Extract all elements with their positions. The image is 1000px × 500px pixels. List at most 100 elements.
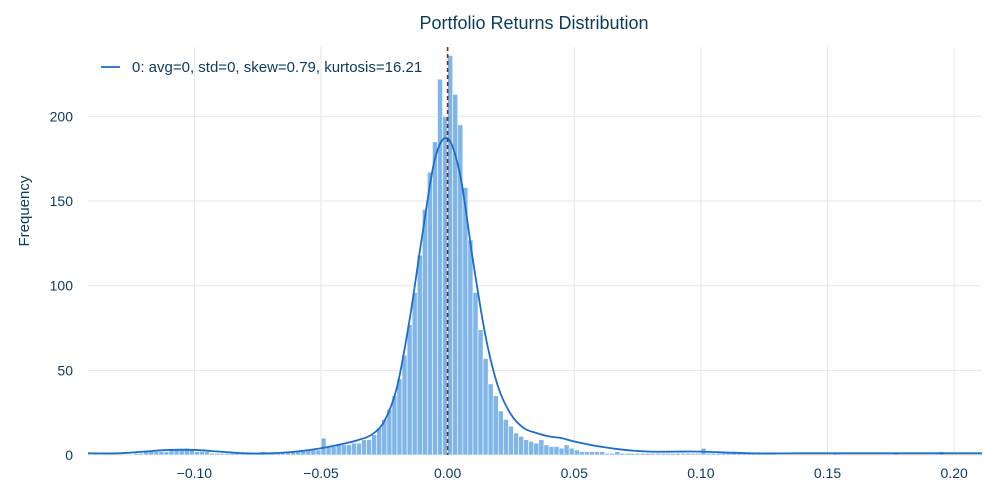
histogram-bar	[720, 453, 727, 456]
histogram-bar	[204, 451, 210, 456]
histogram-bar	[214, 453, 220, 456]
histogram-bar	[644, 453, 651, 456]
histogram-bar	[396, 378, 403, 456]
histogram-bar	[533, 442, 540, 456]
histogram-bar	[589, 451, 595, 456]
histogram-bar	[447, 55, 453, 456]
histogram-bar	[584, 451, 590, 456]
histogram-bar	[335, 444, 342, 456]
histogram-bar	[467, 239, 474, 456]
histogram-bar	[619, 453, 626, 456]
kde-curve	[87, 136, 982, 455]
histogram-bar	[346, 444, 352, 456]
histogram-bar	[503, 419, 509, 456]
y-tick-label: 200	[50, 108, 74, 124]
histogram-bar	[528, 441, 535, 456]
histogram-bar	[158, 451, 165, 456]
histogram-bar	[665, 453, 671, 456]
histogram-bar	[356, 442, 362, 456]
histogram-bar	[376, 427, 383, 456]
histogram-bar	[649, 453, 656, 456]
histogram-bar	[462, 187, 469, 456]
histogram-bar	[163, 451, 170, 456]
histogram-bar	[543, 444, 550, 456]
histogram-bar	[173, 449, 180, 456]
histogram-bar	[568, 447, 575, 456]
histogram-bar	[629, 453, 636, 456]
histogram-bar	[178, 449, 185, 456]
histogram-bar	[330, 446, 337, 456]
histogram-bar	[351, 442, 357, 456]
histogram-bar	[422, 209, 428, 456]
histogram-bar	[224, 453, 231, 456]
histogram-bar	[594, 451, 600, 456]
x-tick-label: 0.15	[814, 465, 841, 481]
y-tick-label: 150	[50, 193, 74, 209]
histogram-bar	[406, 324, 413, 456]
histogram-bar	[538, 439, 545, 456]
y-tick-label: 0	[65, 447, 73, 463]
histogram-bar	[670, 453, 676, 456]
histogram-bar	[513, 432, 519, 456]
histogram-bar	[548, 446, 555, 456]
x-tick-label: 0.20	[941, 465, 968, 481]
histogram-bar	[194, 451, 200, 456]
histogram-bar	[614, 451, 621, 456]
histogram-bar	[518, 436, 524, 456]
histogram-bar	[553, 446, 560, 456]
histogram-bar	[427, 171, 433, 456]
y-tick-label: 50	[57, 362, 73, 378]
histogram-bar	[685, 453, 692, 456]
histogram-bar	[695, 453, 702, 456]
histogram-bar	[609, 453, 616, 456]
histogram-bar	[492, 395, 499, 456]
histogram-bar	[416, 254, 423, 456]
histogram-bar	[361, 439, 367, 456]
histogram-bar	[624, 453, 631, 456]
histogram-bar	[315, 449, 322, 456]
histogram-bar	[523, 439, 529, 456]
histogram-bar	[715, 453, 722, 456]
histogram-bar	[660, 453, 666, 456]
histogram-bar	[482, 358, 489, 456]
x-tick-label: 0.00	[434, 465, 461, 481]
histogram-bar	[366, 439, 372, 456]
histogram-bar	[138, 453, 145, 456]
histogram-bar	[199, 451, 205, 456]
histogram-bar	[508, 425, 514, 456]
histogram-bar	[639, 453, 646, 456]
x-tick-label: 0.05	[561, 465, 588, 481]
histogram-bar	[558, 447, 565, 456]
histogram-bar	[209, 453, 215, 456]
histogram-bar	[472, 292, 479, 456]
histogram-bar	[477, 329, 484, 456]
y-tick-label: 100	[50, 278, 74, 294]
histogram-bar	[579, 451, 585, 456]
x-tick-label: 0.10	[687, 465, 714, 481]
histogram-bar	[487, 383, 494, 456]
chart-title: Portfolio Returns Distribution	[419, 13, 649, 33]
histogram-bar	[563, 444, 570, 456]
histogram-bar	[675, 453, 681, 456]
histogram-bar	[710, 453, 717, 456]
histogram-bar	[680, 453, 686, 456]
histogram-bar	[654, 453, 661, 456]
histogram-bar	[411, 292, 418, 456]
histogram-bar	[573, 449, 580, 456]
histogram-bar	[690, 453, 697, 456]
histogram-bar	[604, 453, 611, 456]
histogram-bar	[705, 453, 712, 456]
histogram-bar	[320, 437, 327, 456]
histogram-bar	[310, 449, 317, 456]
histogram-bar	[437, 78, 443, 456]
histogram-bar	[432, 141, 438, 456]
histogram-bar	[391, 395, 398, 456]
histogram-bar	[133, 453, 139, 456]
histogram-bar	[371, 434, 378, 456]
histogram-bar	[401, 354, 408, 456]
histogram-bar	[153, 451, 160, 456]
histogram-bar	[340, 444, 347, 456]
histogram-bar	[634, 453, 641, 456]
